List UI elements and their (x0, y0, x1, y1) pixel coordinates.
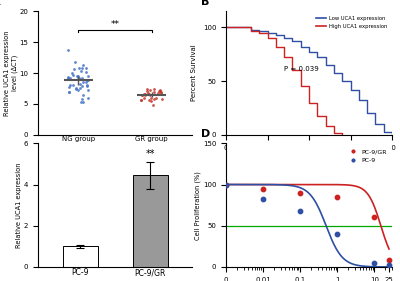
Point (80, 63, 86, 67)
Point (146, 88, 153, 92)
Point (371, 260, 378, 265)
Point (150, 102, 157, 107)
Text: D: D (201, 129, 210, 139)
Point (77, 86, 83, 90)
Point (65, 76, 72, 80)
Point (68, 71, 75, 76)
Point (79, 66, 86, 70)
Y-axis label: Percent Survival: Percent Survival (191, 45, 197, 101)
Point (85, 96, 91, 100)
Point (72, 60, 78, 65)
Point (65, 75, 71, 80)
Point (71, 67, 77, 71)
Point (141, 92, 148, 97)
Point (78, 69, 84, 73)
Point (77, 82, 83, 86)
Point (146, 92, 152, 97)
Point (85, 74, 92, 78)
Point (153, 95, 159, 100)
Y-axis label: Cell Proliferation (%): Cell Proliferation (%) (195, 171, 201, 240)
Point (80, 92, 86, 97)
Point (223, 182, 229, 187)
Point (151, 89, 157, 94)
Point (80, 100, 86, 105)
Text: **: ** (145, 149, 155, 159)
Point (78, 83, 85, 88)
Point (75, 73, 81, 78)
Point (66, 90, 72, 95)
Point (156, 88, 163, 93)
Point (80, 80, 86, 85)
Point (64, 48, 71, 53)
Point (142, 92, 148, 97)
Point (297, 209, 303, 213)
Point (334, 232, 340, 236)
Legend: Low UCA1 expression, High UCA1 expression: Low UCA1 expression, High UCA1 expressio… (314, 14, 389, 31)
Point (75, 77, 81, 81)
Point (79, 75, 86, 80)
Point (70, 82, 76, 87)
Point (148, 95, 154, 100)
Point (67, 76, 74, 80)
Point (148, 99, 154, 104)
Point (84, 83, 90, 88)
Point (158, 97, 165, 101)
Point (146, 92, 153, 97)
Text: B: B (201, 0, 210, 7)
Point (156, 89, 163, 93)
Point (83, 80, 89, 85)
Point (139, 92, 145, 97)
Point (74, 88, 81, 92)
Point (151, 87, 157, 91)
Point (155, 91, 161, 95)
Point (76, 77, 82, 81)
Point (66, 85, 72, 89)
Point (84, 78, 91, 83)
X-axis label: PFS (months): PFS (months) (284, 156, 334, 165)
Point (144, 91, 151, 96)
Point (157, 89, 163, 94)
Point (297, 191, 303, 195)
Point (146, 98, 152, 103)
Point (85, 88, 92, 92)
Point (150, 96, 157, 101)
Point (74, 74, 80, 78)
Point (84, 83, 90, 88)
Point (73, 87, 80, 92)
Y-axis label: Relative UCA1 expression: Relative UCA1 expression (16, 162, 22, 248)
Point (66, 83, 73, 88)
Point (139, 92, 145, 97)
Bar (62, 246, 98, 267)
Point (138, 98, 144, 102)
Point (386, 258, 392, 263)
Point (260, 186, 266, 191)
Point (144, 89, 150, 93)
Point (76, 76, 82, 81)
Point (141, 96, 148, 100)
Y-axis label: Relative UCA1 expression
level (∆CT): Relative UCA1 expression level (∆CT) (4, 30, 18, 116)
Text: P = 0.039: P = 0.039 (284, 65, 319, 72)
Point (158, 90, 164, 94)
Point (371, 215, 378, 220)
Point (260, 196, 266, 201)
Point (223, 182, 229, 187)
Point (78, 100, 84, 105)
Point (158, 91, 164, 96)
Point (141, 91, 147, 96)
Point (138, 98, 144, 103)
Point (73, 86, 80, 91)
Point (334, 195, 340, 199)
Text: **: ** (110, 21, 120, 30)
Point (386, 263, 392, 268)
Bar (132, 175, 168, 267)
Point (70, 73, 76, 78)
Point (66, 90, 73, 94)
Point (78, 97, 85, 101)
Point (76, 66, 82, 70)
Point (83, 70, 89, 74)
Point (82, 65, 89, 70)
Legend: PC-9/GR, PC-9: PC-9/GR, PC-9 (344, 146, 389, 165)
Point (144, 87, 150, 91)
Point (84, 77, 90, 82)
